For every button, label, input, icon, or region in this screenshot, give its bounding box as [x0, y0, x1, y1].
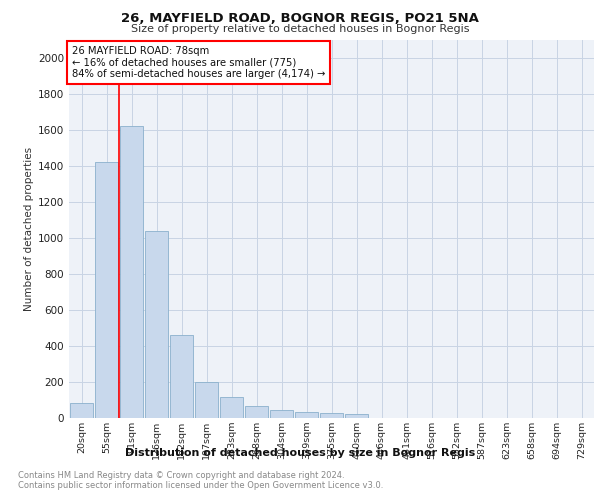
- Y-axis label: Number of detached properties: Number of detached properties: [24, 146, 34, 311]
- Text: Distribution of detached houses by size in Bognor Regis: Distribution of detached houses by size …: [125, 448, 475, 458]
- Bar: [195, 382, 218, 418]
- Bar: [270, 410, 293, 418]
- Bar: [220, 397, 243, 417]
- Text: 26 MAYFIELD ROAD: 78sqm
← 16% of detached houses are smaller (775)
84% of semi-d: 26 MAYFIELD ROAD: 78sqm ← 16% of detache…: [71, 46, 325, 79]
- Text: 26, MAYFIELD ROAD, BOGNOR REGIS, PO21 5NA: 26, MAYFIELD ROAD, BOGNOR REGIS, PO21 5N…: [121, 12, 479, 26]
- Bar: [170, 335, 193, 417]
- Bar: [95, 162, 118, 417]
- Bar: [345, 414, 368, 418]
- Text: Size of property relative to detached houses in Bognor Regis: Size of property relative to detached ho…: [131, 24, 469, 34]
- Bar: [145, 230, 168, 418]
- Bar: [70, 403, 93, 417]
- Text: Contains HM Land Registry data © Crown copyright and database right 2024.: Contains HM Land Registry data © Crown c…: [18, 471, 344, 480]
- Text: Contains public sector information licensed under the Open Government Licence v3: Contains public sector information licen…: [18, 481, 383, 490]
- Bar: [120, 126, 143, 418]
- Bar: [245, 406, 268, 417]
- Bar: [320, 413, 343, 418]
- Bar: [295, 412, 318, 418]
